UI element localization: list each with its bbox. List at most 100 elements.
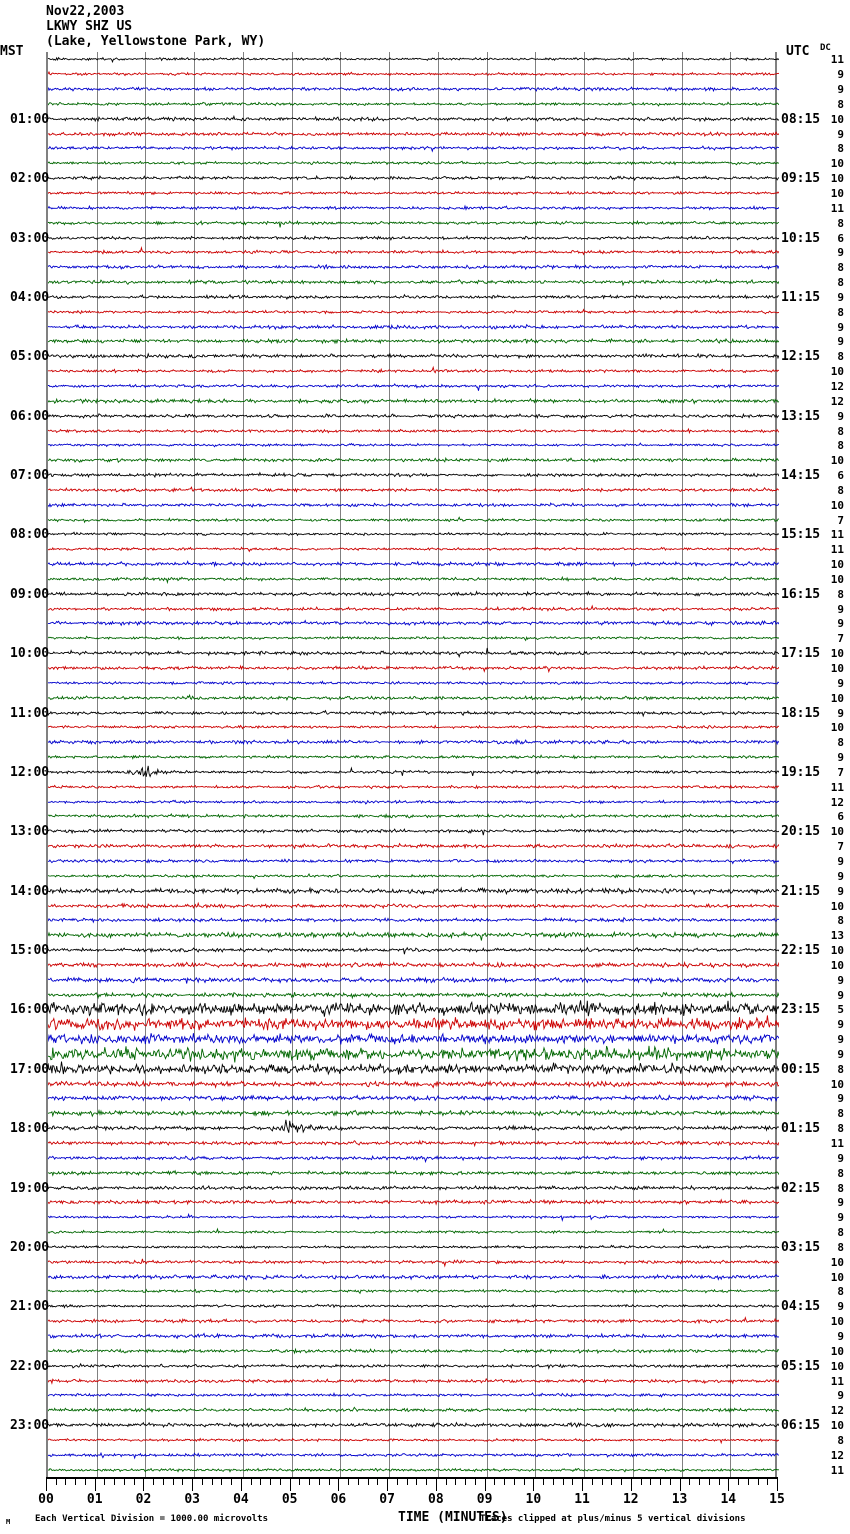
- dc-value-95: 11: [830, 1463, 844, 1477]
- x-tick-9.2: [494, 1477, 496, 1485]
- dc-value-79: 8: [837, 1226, 844, 1240]
- dc-value-91: 12: [830, 1404, 844, 1418]
- grid-line-minute-11: [584, 52, 586, 1477]
- mst-label-0700: 07:00: [10, 468, 50, 484]
- dc-value-88: 10: [830, 1359, 844, 1373]
- mst-label-1500: 15:00: [10, 943, 50, 959]
- dc-value-64: 5: [837, 1003, 844, 1017]
- grid-line-minute-14: [730, 52, 732, 1477]
- trace-62: [48, 975, 779, 985]
- dc-value-60: 10: [830, 944, 844, 958]
- trace-44: [48, 709, 779, 717]
- trace-22: [48, 383, 779, 391]
- dc-value-39: 7: [837, 632, 844, 646]
- x-label-04: 04: [233, 1492, 249, 1507]
- dc-value-2: 9: [837, 83, 844, 97]
- dc-value-15: 8: [837, 276, 844, 290]
- grid-line-minute-10: [535, 52, 537, 1477]
- dc-value-5: 9: [837, 127, 844, 141]
- x-tick-3.4: [211, 1477, 213, 1485]
- x-tick-7.0: [387, 1477, 389, 1491]
- dc-value-46: 8: [837, 736, 844, 750]
- x-label-12: 12: [622, 1492, 639, 1507]
- mst-label-1300: 13:00: [10, 824, 50, 840]
- x-axis-line: [46, 1477, 777, 1479]
- dc-value-62: 9: [837, 973, 844, 987]
- trace-51: [48, 813, 779, 820]
- x-tick-1.6: [123, 1477, 125, 1485]
- dc-value-6: 8: [837, 142, 844, 156]
- trace-37: [48, 604, 779, 612]
- trace-77: [48, 1198, 779, 1207]
- x-tick-9.0: [484, 1477, 486, 1491]
- x-tick-11.8: [621, 1477, 623, 1485]
- grid-line-minute-01: [96, 52, 98, 1477]
- dc-value-3: 8: [837, 97, 844, 111]
- dc-value-33: 11: [830, 543, 844, 557]
- dc-value-41: 10: [830, 662, 844, 676]
- trace-79: [48, 1227, 779, 1235]
- dc-value-59: 13: [830, 929, 844, 943]
- x-tick-7.2: [396, 1477, 398, 1485]
- x-tick-6.4: [357, 1477, 359, 1485]
- trace-48: [48, 765, 779, 778]
- trace-63: [48, 990, 779, 1000]
- x-tick-4.4: [260, 1477, 262, 1485]
- x-tick-8.6: [465, 1477, 467, 1485]
- dc-value-7: 10: [830, 157, 844, 171]
- dc-value-77: 9: [837, 1196, 844, 1210]
- x-tick-8.4: [455, 1477, 457, 1485]
- header-block: Nov22,2003 LKWY SHZ US (Lake, Yellowston…: [46, 4, 265, 49]
- utc-label-2215: 22:15: [781, 943, 821, 959]
- utc-label-0315: 03:15: [781, 1239, 821, 1255]
- dc-value-19: 9: [837, 335, 844, 349]
- dc-value-81: 10: [830, 1255, 844, 1269]
- x-label-02: 02: [135, 1492, 152, 1507]
- mst-label-1700: 17:00: [10, 1061, 50, 1077]
- trace-5: [48, 130, 779, 137]
- dc-value-54: 9: [837, 854, 844, 868]
- trace-42: [48, 680, 779, 686]
- dc-value-0: 11: [830, 53, 844, 67]
- header-station: LKWY SHZ US: [46, 19, 133, 34]
- x-tick-4.6: [270, 1477, 272, 1485]
- x-tick-10.0: [533, 1477, 535, 1491]
- dc-value-4: 10: [830, 112, 844, 126]
- dc-value-42: 9: [837, 676, 844, 690]
- dc-value-68: 8: [837, 1062, 844, 1076]
- utc-label-0915: 09:15: [781, 171, 821, 187]
- dc-value-38: 9: [837, 617, 844, 631]
- x-tick-10.4: [552, 1477, 554, 1485]
- dc-value-9: 10: [830, 187, 844, 201]
- grid-line-minute-09: [486, 52, 488, 1477]
- trace-74: [48, 1154, 779, 1164]
- dc-value-67: 9: [837, 1047, 844, 1061]
- x-tick-2.2: [153, 1477, 155, 1485]
- dc-value-23: 12: [830, 394, 844, 408]
- helicorder-plot[interactable]: [46, 52, 779, 1477]
- dc-value-83: 8: [837, 1285, 844, 1299]
- trace-57: [48, 901, 779, 909]
- mst-label-0600: 06:00: [10, 408, 50, 424]
- x-label-06: 06: [330, 1492, 347, 1507]
- utc-label-0515: 05:15: [781, 1358, 821, 1374]
- x-tick-6.2: [348, 1477, 350, 1485]
- dc-value-78: 9: [837, 1211, 844, 1225]
- header-date: Nov22,2003: [46, 4, 125, 19]
- trace-54: [48, 858, 779, 865]
- x-tick-4.0: [240, 1477, 242, 1491]
- utc-label-1815: 18:15: [781, 705, 821, 721]
- x-tick-11.4: [601, 1477, 603, 1485]
- x-tick-0.2: [55, 1477, 57, 1485]
- x-label-15: 15: [769, 1492, 785, 1507]
- x-tick-11.6: [611, 1477, 613, 1485]
- dc-value-36: 8: [837, 587, 844, 601]
- trace-87: [48, 1347, 779, 1355]
- clip-note: Traces clipped at plus/minus 5 vertical …: [480, 1514, 746, 1524]
- trace-33: [48, 546, 779, 553]
- x-tick-12.8: [669, 1477, 671, 1485]
- dc-value-50: 12: [830, 795, 844, 809]
- seismic-traces: [48, 52, 779, 1477]
- x-tick-3.6: [221, 1477, 223, 1485]
- x-tick-12.6: [660, 1477, 662, 1485]
